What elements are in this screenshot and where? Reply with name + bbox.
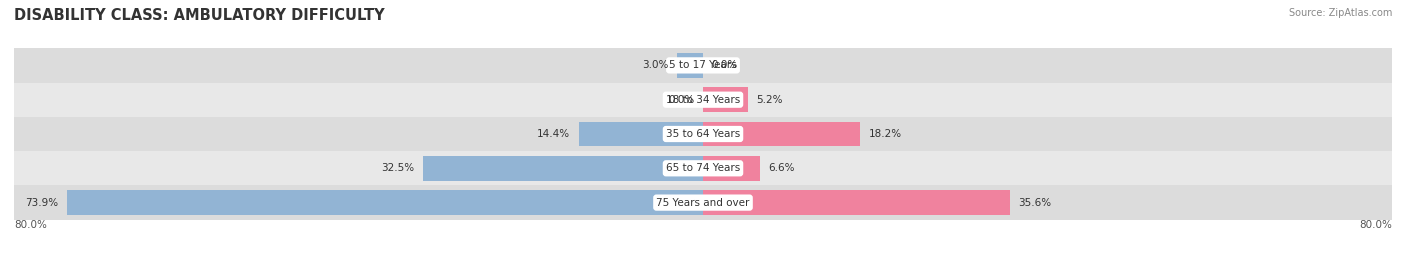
Bar — [14, 117, 1392, 151]
Text: 0.0%: 0.0% — [711, 60, 738, 70]
Bar — [703, 190, 1010, 215]
Text: DISABILITY CLASS: AMBULATORY DIFFICULTY: DISABILITY CLASS: AMBULATORY DIFFICULTY — [14, 8, 385, 23]
Text: 5.2%: 5.2% — [756, 95, 783, 105]
Text: 80.0%: 80.0% — [14, 220, 46, 230]
Text: 75 Years and over: 75 Years and over — [657, 198, 749, 208]
Text: 0.0%: 0.0% — [668, 95, 695, 105]
Text: 32.5%: 32.5% — [381, 163, 415, 173]
Bar — [423, 156, 703, 181]
Bar — [703, 156, 759, 181]
Text: 65 to 74 Years: 65 to 74 Years — [666, 163, 740, 173]
Text: 5 to 17 Years: 5 to 17 Years — [669, 60, 737, 70]
Text: 18 to 34 Years: 18 to 34 Years — [666, 95, 740, 105]
Text: Source: ZipAtlas.com: Source: ZipAtlas.com — [1288, 8, 1392, 18]
Bar — [66, 190, 703, 215]
Bar — [703, 122, 859, 146]
Bar — [678, 53, 703, 78]
Text: 14.4%: 14.4% — [537, 129, 571, 139]
Text: 35.6%: 35.6% — [1018, 198, 1052, 208]
Text: 18.2%: 18.2% — [869, 129, 901, 139]
Bar — [14, 48, 1392, 83]
Text: 80.0%: 80.0% — [1360, 220, 1392, 230]
Bar — [703, 87, 748, 112]
Text: 73.9%: 73.9% — [25, 198, 58, 208]
Text: 6.6%: 6.6% — [769, 163, 794, 173]
Bar — [14, 185, 1392, 220]
Text: 3.0%: 3.0% — [643, 60, 669, 70]
Text: 35 to 64 Years: 35 to 64 Years — [666, 129, 740, 139]
Bar — [14, 83, 1392, 117]
Bar — [14, 151, 1392, 185]
Bar — [579, 122, 703, 146]
